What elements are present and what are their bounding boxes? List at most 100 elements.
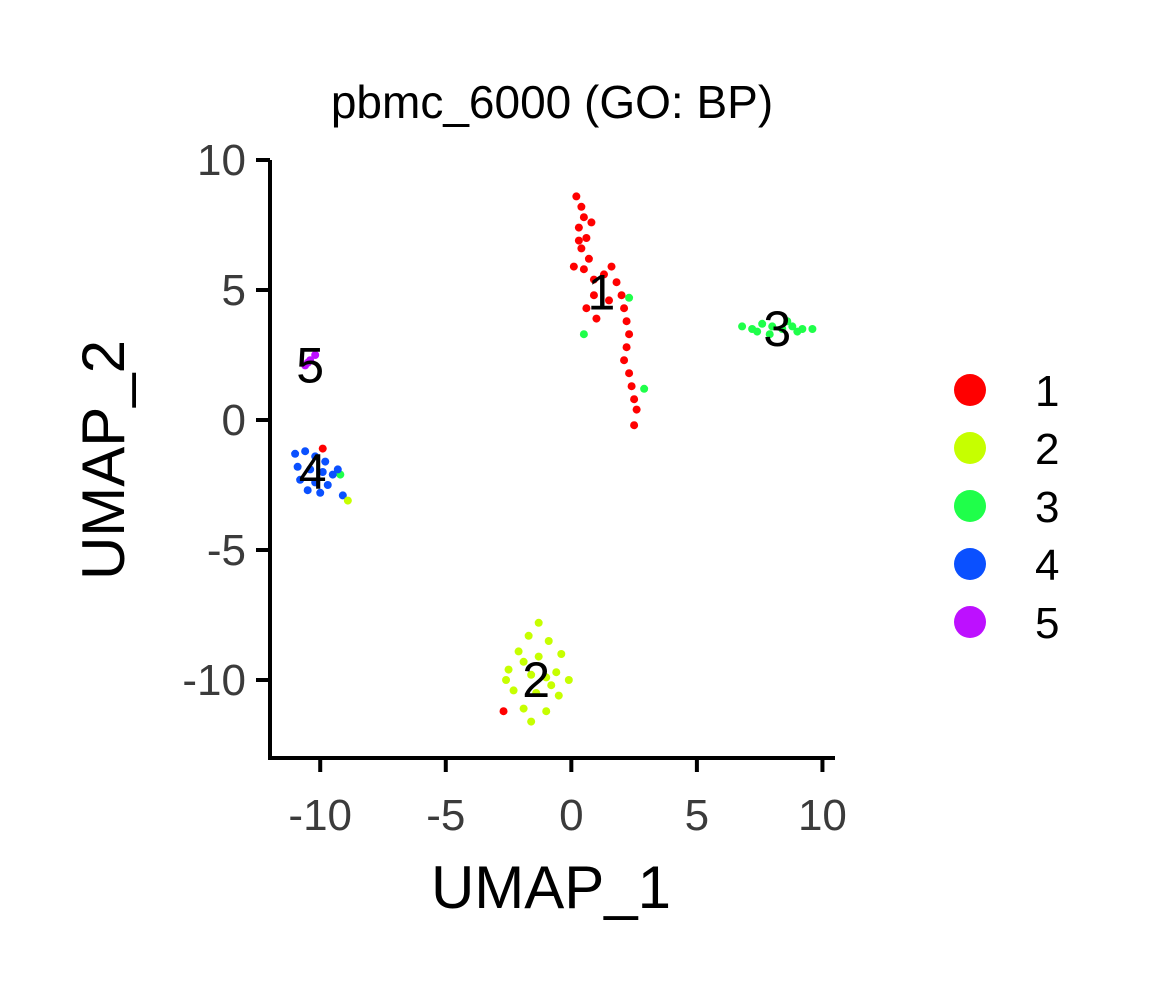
- cluster-1-point: [630, 421, 639, 430]
- y-tick-label: 5: [222, 266, 246, 315]
- cluster-4-point: [311, 478, 320, 487]
- cluster-2-point: [552, 668, 561, 677]
- cluster-4-point: [311, 452, 320, 461]
- x-tick-label: -5: [426, 791, 465, 840]
- cluster-5-point: [303, 358, 312, 367]
- stray-point: [343, 496, 352, 505]
- cluster-4-point: [328, 470, 337, 479]
- legend-label-2: 2: [1035, 425, 1059, 474]
- cluster-1-point: [589, 275, 598, 284]
- cluster-5-points: [301, 351, 320, 370]
- cluster-3-point: [808, 325, 817, 333]
- cluster-3-point: [793, 327, 802, 336]
- cluster-3-point: [758, 319, 767, 328]
- cluster-2-point: [524, 631, 533, 640]
- cluster-3-point: [778, 325, 787, 333]
- cluster-1-point: [605, 296, 613, 305]
- cluster-4-point: [321, 457, 330, 466]
- cluster-2-point: [509, 686, 518, 695]
- cluster-label-4: 4: [299, 444, 327, 500]
- legend-key-4: [954, 548, 986, 580]
- cluster-2-point: [519, 657, 528, 666]
- cluster-4-point: [338, 491, 347, 500]
- cluster-3-point: [765, 330, 774, 339]
- cluster-2-point: [534, 618, 543, 627]
- cluster-2-point: [502, 676, 511, 684]
- cluster-label-layer: 1 2 3 4 5: [296, 265, 791, 708]
- legend-label-1: 1: [1035, 367, 1059, 416]
- cluster-2-point: [547, 681, 556, 690]
- cluster-2-point: [534, 652, 543, 661]
- axes: -10 -5 0 5 10 -10 -5 0 5 10: [182, 136, 847, 840]
- cluster-4-point: [291, 449, 300, 458]
- cluster-1-point: [625, 369, 634, 378]
- cluster-2-point: [557, 650, 566, 658]
- cluster-1-point: [627, 382, 636, 391]
- cluster-4-point: [301, 447, 310, 456]
- cluster-1-point: [577, 244, 586, 253]
- cluster-3-point: [625, 293, 634, 302]
- y-tick-label: -5: [207, 526, 246, 575]
- cluster-1-point: [569, 262, 578, 271]
- cluster-2-point: [504, 665, 513, 674]
- cluster-1-point: [599, 270, 608, 279]
- legend-key-1: [954, 374, 986, 406]
- cluster-1-point: [620, 304, 629, 313]
- cluster-2-point: [542, 673, 551, 682]
- cluster-1-point: [592, 314, 601, 323]
- cluster-1-points: [569, 192, 641, 430]
- cluster-1-point: [622, 317, 631, 326]
- cluster-2-point: [554, 691, 563, 700]
- cluster-1-point: [579, 213, 588, 222]
- cluster-1-point: [582, 304, 591, 313]
- cluster-3-point: [738, 322, 747, 331]
- legend-label-5: 5: [1035, 599, 1059, 648]
- cluster-3-points: [336, 293, 817, 479]
- cluster-1-point: [622, 343, 631, 352]
- cluster-2-point: [532, 689, 541, 697]
- cluster-1-point: [577, 202, 586, 211]
- cluster-2-point: [527, 717, 536, 726]
- cluster-2-point: [527, 670, 536, 679]
- cluster-4-point: [306, 465, 315, 474]
- stray-point: [499, 707, 508, 716]
- y-tick-label: -10: [182, 656, 246, 705]
- cluster-2-point: [564, 676, 573, 684]
- x-tick-label: 10: [798, 791, 847, 840]
- cluster-3-point: [640, 384, 649, 393]
- cluster-4-point: [316, 488, 325, 497]
- x-tick-label: -10: [288, 791, 352, 840]
- point-layer: [291, 192, 817, 726]
- chart-title: pbmc_6000 (GO: BP): [331, 76, 773, 128]
- cluster-3-point: [788, 322, 797, 331]
- cluster-label-5: 5: [296, 337, 324, 393]
- y-axis-label: UMAP_2: [70, 340, 137, 580]
- cluster-1-point: [617, 291, 626, 300]
- stray-points: [318, 444, 508, 716]
- cluster-1-point: [620, 356, 629, 365]
- cluster-4-points: [291, 447, 347, 500]
- legend: 1 2 3 4 5: [954, 367, 1059, 648]
- legend-label-4: 4: [1035, 541, 1059, 590]
- legend-key-5: [954, 606, 986, 638]
- cluster-1-point: [574, 223, 583, 232]
- stray-point: [318, 444, 327, 453]
- cluster-1-point: [607, 262, 616, 271]
- cluster-4-point: [323, 481, 332, 489]
- cluster-1-point: [582, 234, 591, 242]
- cluster-4-point: [318, 468, 327, 476]
- legend-label-3: 3: [1035, 483, 1059, 532]
- cluster-1-point: [587, 218, 596, 227]
- cluster-2-point: [544, 637, 553, 645]
- x-tick-label: 5: [685, 791, 709, 840]
- cluster-label-1: 1: [588, 265, 616, 321]
- cluster-2-points: [502, 618, 573, 726]
- cluster-1-point: [630, 395, 639, 404]
- cluster-1-point: [589, 291, 598, 300]
- x-tick-label: 0: [559, 791, 583, 840]
- cluster-4-point: [303, 486, 312, 495]
- cluster-5-point: [311, 351, 320, 359]
- cluster-4-point: [296, 475, 305, 484]
- cluster-3-point: [768, 322, 777, 331]
- cluster-3-point: [783, 317, 792, 326]
